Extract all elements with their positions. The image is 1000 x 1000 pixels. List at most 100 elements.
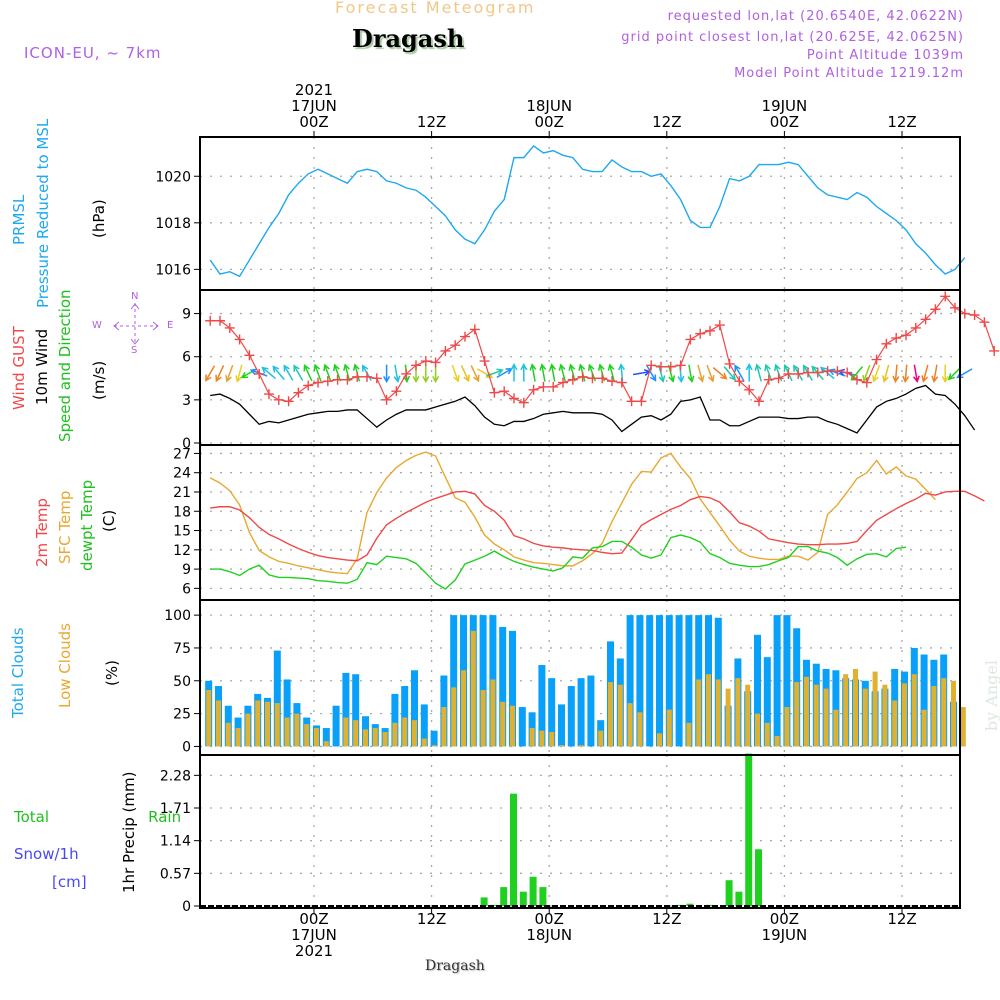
y-tick-label: 18 bbox=[173, 504, 191, 520]
wind-direction-arrow bbox=[393, 364, 401, 384]
panel-precip: 0 0.57 1.14 1.71 2.28 bbox=[160, 755, 960, 915]
wind-arrow-shaft bbox=[904, 364, 908, 382]
wind-direction-arrow bbox=[658, 364, 666, 383]
wind-arrow-head bbox=[361, 364, 369, 372]
wind-arrow-head bbox=[520, 363, 528, 371]
low-clouds-bar bbox=[372, 728, 378, 747]
low-clouds-bar bbox=[363, 729, 368, 747]
low-clouds-bar bbox=[745, 684, 751, 747]
wind-direction-arrow bbox=[225, 364, 234, 383]
wind-arrow-head bbox=[383, 375, 391, 384]
low-clouds-bar bbox=[274, 703, 280, 747]
time-axis-label: 17JUN bbox=[291, 97, 337, 115]
wind-gust-marker bbox=[391, 386, 402, 397]
low-clouds-bar bbox=[314, 728, 319, 747]
total-clouds-bar bbox=[577, 678, 585, 747]
wind-direction-arrow bbox=[706, 364, 715, 383]
wind-arrow-head bbox=[272, 365, 280, 373]
low-clouds-bar bbox=[441, 707, 447, 747]
y-tick-label: 9 bbox=[182, 307, 191, 323]
y-tick-label: 1020 bbox=[155, 169, 191, 185]
wind-direction-arrow bbox=[872, 364, 881, 383]
wind-gust-marker bbox=[469, 324, 480, 335]
low-clouds-bar bbox=[911, 674, 917, 747]
wind-arrow-head bbox=[811, 365, 819, 373]
wind-arrow-shaft bbox=[723, 366, 736, 381]
low-clouds-bar bbox=[529, 728, 535, 747]
wind-gust-marker bbox=[362, 371, 372, 382]
wind-arrow-shaft bbox=[236, 364, 243, 382]
wind-direction-arrow bbox=[470, 365, 480, 383]
wind-direction-arrow bbox=[352, 363, 361, 382]
wind-gust-marker bbox=[852, 374, 862, 385]
wind-arrow-shaft bbox=[283, 365, 294, 381]
wind-arrow-head bbox=[668, 375, 676, 383]
wind-arrow-shaft bbox=[470, 365, 480, 382]
wind-arrow-shaft bbox=[550, 364, 556, 382]
low-clouds-bar bbox=[461, 670, 466, 747]
wind-direction-arrow bbox=[460, 365, 470, 383]
wind-direction-arrow bbox=[303, 363, 313, 382]
low-clouds-bar bbox=[353, 720, 359, 747]
time-axis-label: 00Z bbox=[769, 910, 800, 928]
wind-arrow-head bbox=[707, 375, 715, 383]
y-tick-label: 1016 bbox=[155, 262, 191, 278]
wind-direction-arrow bbox=[712, 367, 728, 380]
wind-gust-marker bbox=[499, 386, 510, 397]
wind-arrow-shaft bbox=[303, 365, 313, 382]
wind-arrow-shaft bbox=[541, 364, 546, 382]
rain-bar bbox=[500, 887, 508, 906]
wind-arrow-head bbox=[720, 372, 728, 380]
low-clouds-bar bbox=[882, 684, 888, 747]
wind-gust-marker bbox=[332, 374, 343, 385]
wind-gust-marker bbox=[244, 350, 255, 361]
y-tick-label: 1.71 bbox=[160, 801, 191, 817]
wind-arrow-head bbox=[496, 368, 504, 376]
y-tick-label: 50 bbox=[173, 674, 191, 690]
low-clouds-bar bbox=[941, 678, 947, 747]
wind-arrow-shaft bbox=[933, 364, 938, 382]
wind-direction-arrow bbox=[723, 366, 737, 381]
total-clouds-bar bbox=[675, 615, 683, 747]
low-clouds-bar bbox=[304, 724, 310, 747]
wind-gust-marker bbox=[234, 334, 245, 345]
wind-direction-arrow bbox=[745, 363, 753, 382]
model-point-altitude: Model Point Altitude 1219.12m bbox=[734, 66, 964, 81]
wind-arrow-head bbox=[393, 375, 401, 384]
y-tick-label: 3 bbox=[182, 393, 191, 409]
wind-gust-marker bbox=[215, 315, 225, 326]
wind-arrow-head bbox=[352, 363, 360, 371]
wind-gust-marker bbox=[969, 310, 980, 321]
low-clouds-bar bbox=[510, 705, 515, 747]
total-clouds-bar bbox=[763, 657, 771, 747]
wind-gust-marker bbox=[979, 317, 990, 328]
y-tick-label: 100 bbox=[164, 608, 191, 624]
wind-arrow-shaft bbox=[765, 364, 773, 382]
total-clouds-bar bbox=[332, 705, 340, 747]
rain-bar bbox=[686, 903, 694, 906]
wind-direction-arrow bbox=[568, 363, 576, 382]
low-clouds-bar bbox=[539, 730, 545, 747]
low-clouds-bar bbox=[206, 689, 212, 747]
wind-gust-marker bbox=[832, 366, 843, 377]
wind-arrow-shaft bbox=[712, 367, 727, 380]
wind-direction-arrow bbox=[734, 364, 745, 381]
y-tick-label: 0 bbox=[182, 739, 191, 755]
total-clouds-bar bbox=[283, 679, 291, 747]
rain-bar bbox=[480, 897, 488, 906]
wind-arrow-head bbox=[261, 366, 269, 374]
time-axis-label: 18JUN bbox=[526, 97, 573, 115]
wind-arrow-head bbox=[802, 364, 810, 372]
wind-gust-marker bbox=[489, 387, 500, 398]
wind-arrow-head bbox=[947, 373, 955, 381]
total-clouds-bar bbox=[322, 728, 330, 747]
time-axis-label: 12Z bbox=[652, 910, 682, 928]
low-clouds-bar bbox=[431, 745, 437, 747]
wind-direction-arrow bbox=[912, 364, 920, 384]
wind-arrow-shaft bbox=[333, 364, 342, 382]
wind-arrow-shaft bbox=[688, 364, 693, 382]
y-tick-label: 15 bbox=[173, 524, 191, 540]
wind-direction-arrow bbox=[529, 363, 537, 382]
wind-gust-marker bbox=[989, 345, 1000, 356]
wind-arrow-shaft bbox=[496, 368, 512, 378]
